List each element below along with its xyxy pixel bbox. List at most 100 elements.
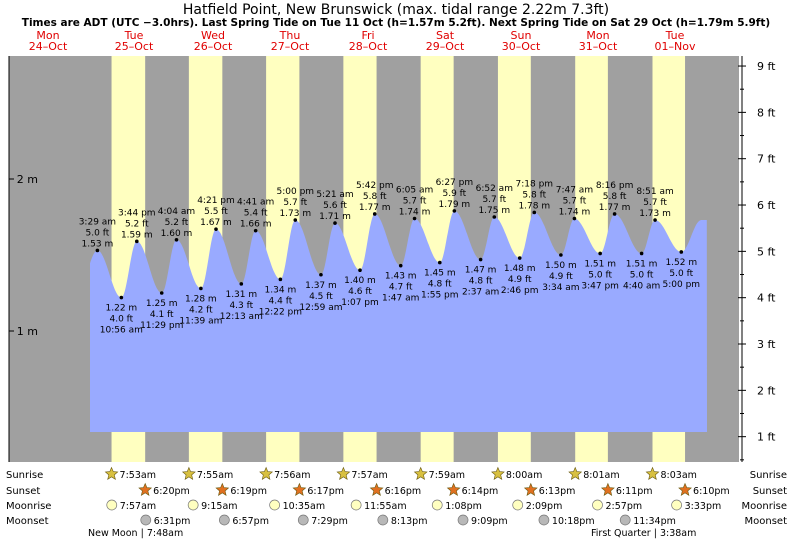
sun-moon-rows: Sunrise Sunset Moonrise Moonset Sunrise … [6,470,787,527]
moonrise-time: 11:55am [364,501,406,512]
tide-m-label: 1.67 m [200,218,232,228]
tide-m-label: 1.78 m [518,201,550,211]
axes: 1 m 2 m 1 ft 2 ft 3 ft 4 ft 5 ft 6 ft 7 ft 8 ft 9 … [8,56,776,462]
tide-m-label: 1.66 m [240,220,272,230]
moonrise-icon [671,499,682,511]
tide-ft-label: 5.7 ft [283,198,307,208]
moonrise-time: 2:57pm [605,501,642,512]
day-label-dow: Tue [124,29,144,42]
moonset-icon [140,514,152,526]
tide-ft-label: 4.8 ft [469,277,493,287]
moonrise-time: 10:35am [283,501,325,512]
day-label-date: 26–Oct [194,40,233,53]
tide-m-label: 1.34 m [265,285,297,295]
tide-time-label: 2:46 pm [501,286,539,296]
row-label-sunset-right: Sunset [753,486,787,497]
moonset-icon [457,514,469,526]
tide-time-label: 12:59 am [299,303,342,313]
tide-m-label: 1.28 m [185,294,217,304]
moonset-time: 6:31pm [154,516,191,527]
moonset-time: 7:29pm [311,516,348,527]
right-tick-label: 9 ft [757,60,776,73]
tide-point [517,256,522,260]
sunrise-icon [568,466,583,480]
moonrise-icon [187,499,199,511]
sunrise-time: 8:01am [583,470,619,481]
sunrise-icon [491,466,505,480]
tide-time-label: 5:21 am [316,190,353,200]
tide-point [398,263,403,268]
sunrise-time: 7:56am [274,470,310,481]
tide-ft-label: 5.2 ft [165,218,189,228]
tide-m-label: 1.51 m [626,259,658,269]
moonset-icon [297,514,309,526]
sunset-time: 6:11pm [616,486,653,497]
tide-ft-label: 5.0 ft [630,270,654,280]
chart-subtitle: Times are ADT (UTC −3.0hrs). Last Spring… [22,17,770,29]
sunset-time: 6:10pm [693,486,730,497]
tide-m-label: 1.75 m [478,206,510,216]
tide-time-label: 5:42 pm [356,181,394,191]
row-label-sunset: Sunset [6,486,40,497]
tide-point [278,277,283,282]
tide-time-label: 2:37 am [462,288,499,298]
moonset-icon [377,514,389,526]
tide-m-label: 1.79 m [439,200,471,210]
tide-ft-label: 5.0 ft [669,269,693,279]
left-tick-label: 1 m [17,325,38,338]
tide-water-area [90,210,707,432]
tide-time-label: 7:47 am [556,186,593,196]
row-label-moonset: Moonset [6,516,49,527]
sunset-time: 6:16pm [385,486,422,497]
tide-point [239,282,244,286]
tide-m-label: 1.51 m [584,259,616,269]
tide-point [358,268,362,273]
tide-point [95,248,100,253]
tide-ft-label: 5.8 ft [603,192,627,202]
moonrise-time: 1:08pm [445,501,482,512]
sunset-icon [600,482,615,496]
moon-phase-label: New Moon | 7:48am [88,528,183,539]
day-label-dow: Sat [436,29,455,42]
moonrise-time: 7:57am [120,501,156,512]
sunrise-icon [336,466,351,480]
tide-m-label: 1.77 m [599,203,631,213]
tide-ft-label: 4.0 ft [109,315,133,325]
sunset-time: 6:19pm [230,486,267,497]
tide-ft-label: 5.6 ft [323,201,347,211]
day-label-date: 24–Oct [29,40,68,53]
tide-time-label: 3:44 pm [118,208,156,218]
sunrise-time: 7:59am [429,470,465,481]
tide-ft-label: 4.2 ft [189,305,213,315]
moon-phase-label: First Quarter | 3:38am [591,528,696,539]
sunrise-time: 8:03am [660,470,696,481]
tide-ft-label: 5.8 ft [363,192,387,202]
tide-ft-label: 5.7 ft [403,197,427,207]
tide-time-label: 11:39 am [179,316,222,326]
moonset-time: 11:34pm [633,516,676,527]
moonrise-icon [431,499,443,511]
tide-m-label: 1.47 m [465,266,497,276]
tide-time-label: 3:29 am [79,217,116,227]
moonset-time: 6:57pm [232,516,269,527]
moonset-icon [538,514,550,526]
right-tick-label: 5 ft [757,245,776,258]
day-label-date: 25–Oct [115,40,154,53]
tide-time-label: 3:47 pm [581,281,619,291]
sunrise-time: 8:00am [506,470,542,481]
tide-point [159,291,164,295]
tide-point [199,286,203,291]
tide-ft-label: 4.1 ft [150,310,174,320]
tide-point [598,251,602,256]
row-label-sunrise-right: Sunrise [750,470,787,481]
tide-ft-label: 4.3 ft [229,301,253,311]
sunrise-time: 7:53am [120,470,156,481]
tide-point [119,295,124,300]
sunset-icon [369,482,384,496]
tide-m-label: 1.50 m [545,261,577,271]
moonset-icon [219,514,230,526]
moonrise-icon [512,499,524,511]
sunset-icon [215,482,230,496]
moonrise-icon [106,499,118,511]
